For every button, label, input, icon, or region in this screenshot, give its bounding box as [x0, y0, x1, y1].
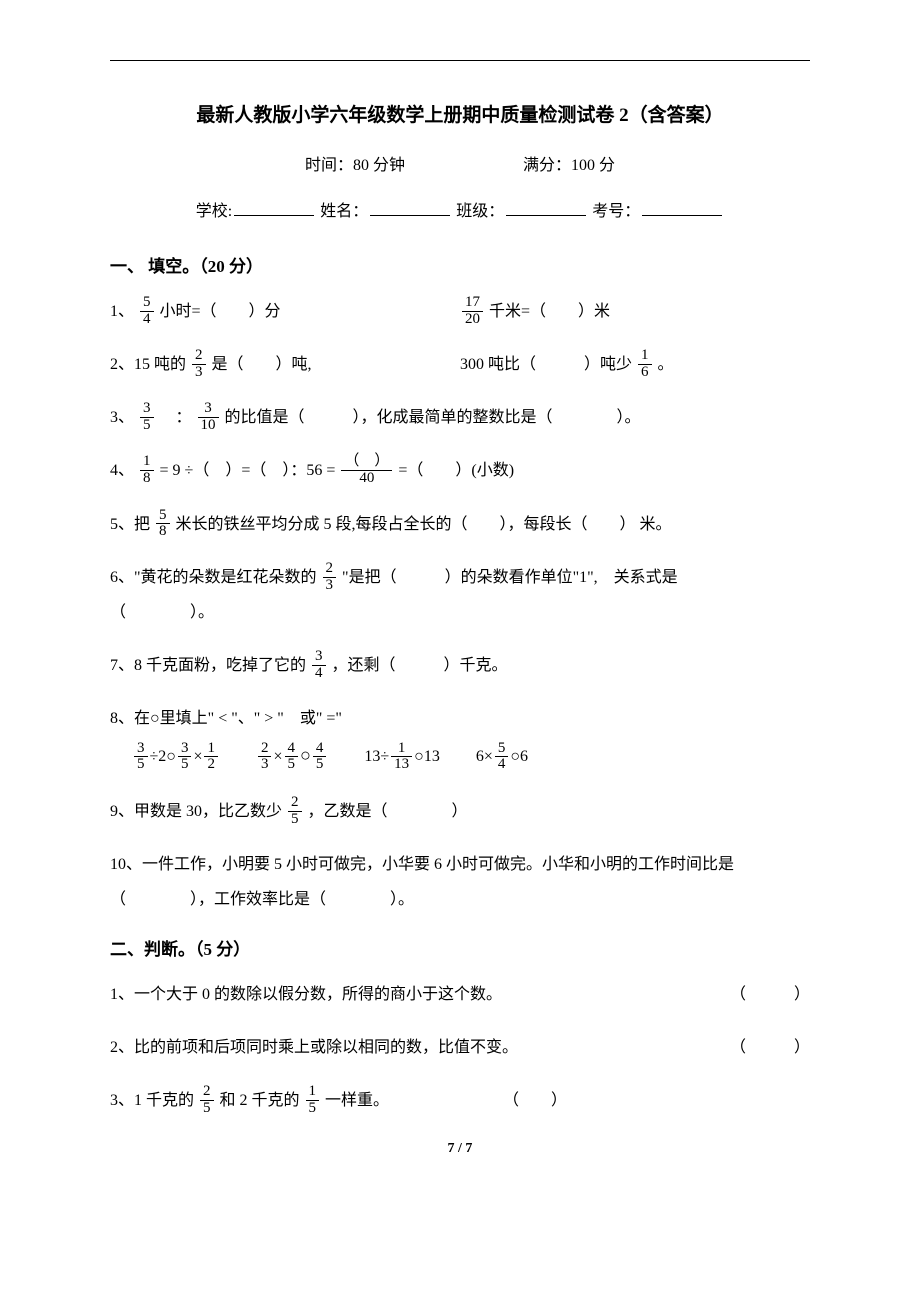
page-title: 最新人教版小学六年级数学上册期中质量检测试卷 2（含答案） [110, 101, 810, 131]
q4-mid: = 9 ÷（ ）=（ ）：56 = [160, 462, 336, 479]
section1-header: 一、 填空。（20 分） [110, 253, 810, 280]
s2-q1-text: 1、一个大于 0 的数除以假分数，所得的商小于这个数。 [110, 986, 502, 1003]
q1a-pre: 1、 [110, 303, 134, 320]
school-label: 学校: [196, 203, 232, 220]
q2b-frac: 16 [638, 348, 652, 381]
s2-q3-paren: （ ） [503, 1092, 567, 1109]
q8: 8、在○里填上" < "、" > " 或" =" 35÷2○35×12 23×4… [110, 701, 810, 776]
meta-line: 时间：80 分钟 满分：100 分 [110, 153, 810, 179]
s2-q1-paren: （ ） [730, 977, 810, 1012]
q10: 10、一件工作，小明要 5 小时可做完，小华要 6 小时可做完。小华和小明的工作… [110, 847, 810, 917]
q5-post: 米长的铁丝平均分成 5 段,每段占全长的（ ），每段长（ ） 米。 [176, 516, 672, 533]
q2a-post: 是（ ）吨, [212, 356, 312, 373]
full-value: 100 分 [571, 157, 615, 174]
q4: 4、 18 = 9 ÷（ ）=（ ）：56 = （ ）40 =（ ）(小数) [110, 453, 810, 488]
q6-pre: 6、"黄花的朵数是红花朵数的 [110, 569, 317, 586]
time-label: 时间： [305, 157, 353, 174]
info-line: 学校: 姓名： 班级： 考号： [110, 199, 810, 225]
q2a-pre: 2、15 吨的 [110, 356, 186, 373]
q9: 9、甲数是 30，比乙数少 25 ，乙数是（ ） [110, 794, 810, 829]
q8-item2: 23×45○45 [256, 736, 328, 776]
s2-q3-f1: 25 [200, 1084, 214, 1117]
q6: 6、"黄花的朵数是红花朵数的 23 "是把（ ）的朵数看作单位"1", 关系式是… [110, 560, 810, 630]
id-blank [642, 200, 722, 216]
q6-mid: "是把（ ）的朵数看作单位"1", 关系式是 [342, 569, 678, 586]
q8-item1: 35÷2○35×12 [132, 739, 220, 774]
q2: 2、15 吨的 23 是（ ）吨, 300 吨比（ ）吨少 16 。 [110, 347, 810, 382]
q5: 5、把 58 米长的铁丝平均分成 5 段,每段占全长的（ ），每段长（ ） 米。 [110, 507, 810, 542]
s2-q3: 3、1 千克的 25 和 2 千克的 15 一样重。 （ ） [110, 1083, 810, 1118]
s2-q2: 2、比的前项和后项同时乘上或除以相同的数，比值不变。 （ ） [110, 1030, 810, 1065]
id-label: 考号： [592, 203, 640, 220]
q3-f2: 310 [198, 401, 219, 434]
q9-pre: 9、甲数是 30，比乙数少 [110, 803, 282, 820]
q3: 3、 35 ： 310 的比值是（ ），化成最简单的整数比是（ ）。 [110, 400, 810, 435]
s2-q3-pre: 3、1 千克的 [110, 1092, 194, 1109]
name-blank [370, 200, 450, 216]
q7-post: ，还剩（ ）千克。 [332, 657, 508, 674]
q4-f2: （ ）40 [341, 454, 392, 487]
section2-header: 二、判断。（5 分） [110, 936, 810, 963]
q9-frac: 25 [288, 795, 302, 828]
q3-mid: ： [160, 409, 192, 426]
q8-header: 8、在○里填上" < "、" > " 或" =" [110, 701, 810, 736]
s2-q3-mid: 和 2 千克的 [220, 1092, 300, 1109]
q2b-post: 。 [658, 356, 674, 373]
school-blank [234, 200, 314, 216]
q3-f1: 35 [140, 401, 154, 434]
q5-frac: 58 [156, 508, 170, 541]
q4-post: =（ ）(小数) [398, 462, 514, 479]
q1a-post: 小时=（ ）分 [160, 303, 281, 320]
q1a-frac: 54 [140, 295, 154, 328]
q3-post: 的比值是（ ），化成最简单的整数比是（ ）。 [225, 409, 641, 426]
s2-q2-paren: （ ） [730, 1030, 810, 1065]
top-rule [110, 60, 810, 61]
q4-pre: 4、 [110, 462, 134, 479]
q9-post: ，乙数是（ ） [308, 803, 468, 820]
s2-q1: 1、一个大于 0 的数除以假分数，所得的商小于这个数。 （ ） [110, 977, 810, 1012]
name-label: 姓名： [320, 203, 368, 220]
q8-item4: 6×54○6 [476, 739, 528, 774]
q7-pre: 7、8 千克面粉，吃掉了它的 [110, 657, 306, 674]
page-number: 7 / 7 [110, 1138, 810, 1160]
q6-frac: 23 [323, 561, 337, 594]
q2b-pre: 300 吨比（ ）吨少 [460, 356, 632, 373]
class-label: 班级： [456, 203, 504, 220]
q8-item3: 13÷113○13 [364, 739, 439, 774]
q1: 1、 54 小时=（ ）分 1720 千米=（ ）米 [110, 294, 810, 329]
q7-frac: 34 [312, 649, 326, 682]
q3-pre: 3、 [110, 409, 134, 426]
q5-pre: 5、把 [110, 516, 150, 533]
q1b-frac: 1720 [462, 295, 483, 328]
time-value: 80 分钟 [353, 157, 405, 174]
full-label: 满分： [523, 157, 571, 174]
s2-q2-text: 2、比的前项和后项同时乘上或除以相同的数，比值不变。 [110, 1039, 518, 1056]
q1b-post: 千米=（ ）米 [489, 303, 610, 320]
q7: 7、8 千克面粉，吃掉了它的 34 ，还剩（ ）千克。 [110, 648, 810, 683]
s2-q3-f2: 15 [306, 1084, 320, 1117]
class-blank [506, 200, 586, 216]
q4-f1: 18 [140, 454, 154, 487]
q2a-frac: 23 [192, 348, 206, 381]
q6-post: （ ）。 [110, 595, 810, 630]
s2-q3-post: 一样重。 [325, 1092, 389, 1109]
